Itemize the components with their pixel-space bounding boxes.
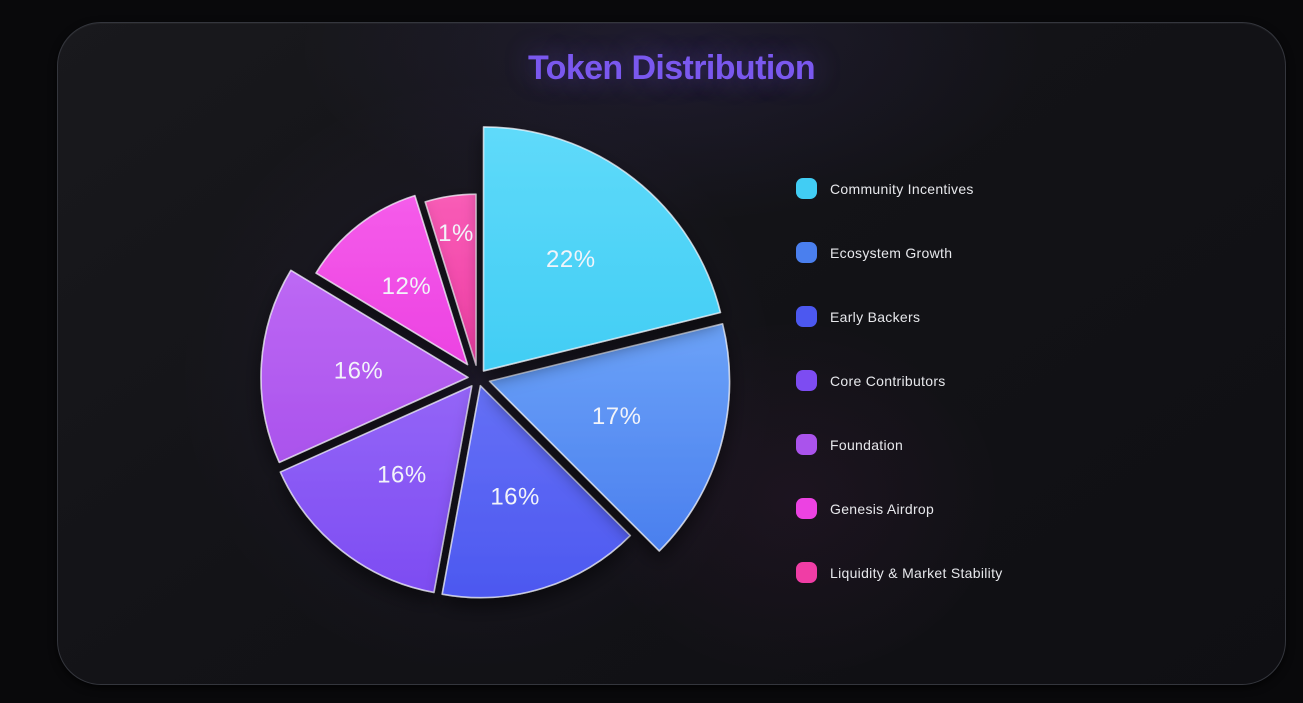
pie-slice-value-label: 16%: [490, 484, 540, 511]
legend-swatch: [796, 562, 817, 583]
chart-title: Token Distribution: [528, 49, 816, 87]
legend-swatch: [796, 498, 817, 519]
legend-label: Core Contributors: [830, 372, 946, 389]
legend-swatch: [796, 242, 817, 263]
pie-slice-3[interactable]: [279, 385, 473, 594]
pie-slice-1[interactable]: [488, 322, 731, 552]
legend-swatch: [796, 434, 817, 455]
legend-label: Early Backers: [830, 308, 921, 325]
pie-slice-value-label: 16%: [377, 462, 427, 489]
legend-item-2[interactable]: Early Backers: [796, 306, 1003, 327]
legend-label: Liquidity & Market Stability: [830, 564, 1003, 581]
pie-slice-value-label: 16%: [334, 357, 384, 384]
pie-slice-4[interactable]: [260, 269, 469, 464]
legend-swatch: [796, 178, 817, 199]
pie-slice-value-label: 22%: [546, 246, 596, 273]
legend-item-5[interactable]: Genesis Airdrop: [796, 498, 1003, 519]
pie-slice-value-label: 12%: [382, 273, 432, 300]
pie-slice-2[interactable]: [441, 384, 632, 599]
legend: Community Incentives Ecosystem Growth Earl…: [796, 178, 1003, 626]
pie-slice-6[interactable]: [424, 193, 477, 366]
pie-slice-5[interactable]: [315, 194, 469, 366]
pie-slice-value-label: 17%: [592, 403, 642, 430]
pie-chart: 22% 17% 16% 16% 16% 12%1%: [260, 126, 731, 599]
legend-label: Community Incentives: [830, 180, 974, 197]
legend-item-1[interactable]: Ecosystem Growth: [796, 242, 1003, 263]
legend-item-6[interactable]: Liquidity & Market Stability: [796, 562, 1003, 583]
pie-slice-value-label: 1%: [438, 220, 474, 247]
legend-label: Genesis Airdrop: [830, 500, 935, 517]
legend-item-4[interactable]: Foundation: [796, 434, 1003, 455]
legend-label: Ecosystem Growth: [830, 244, 953, 261]
legend-swatch: [796, 370, 817, 391]
legend-label: Foundation: [830, 436, 904, 453]
legend-swatch: [796, 306, 817, 327]
legend-item-0[interactable]: Community Incentives: [796, 178, 1003, 199]
chart-card: Token Distribution 22% 17% 16% 16% 16% 12% 1% …: [57, 22, 1286, 685]
pie-slice-0[interactable]: [482, 126, 722, 372]
legend-item-3[interactable]: Core Contributors: [796, 370, 1003, 391]
